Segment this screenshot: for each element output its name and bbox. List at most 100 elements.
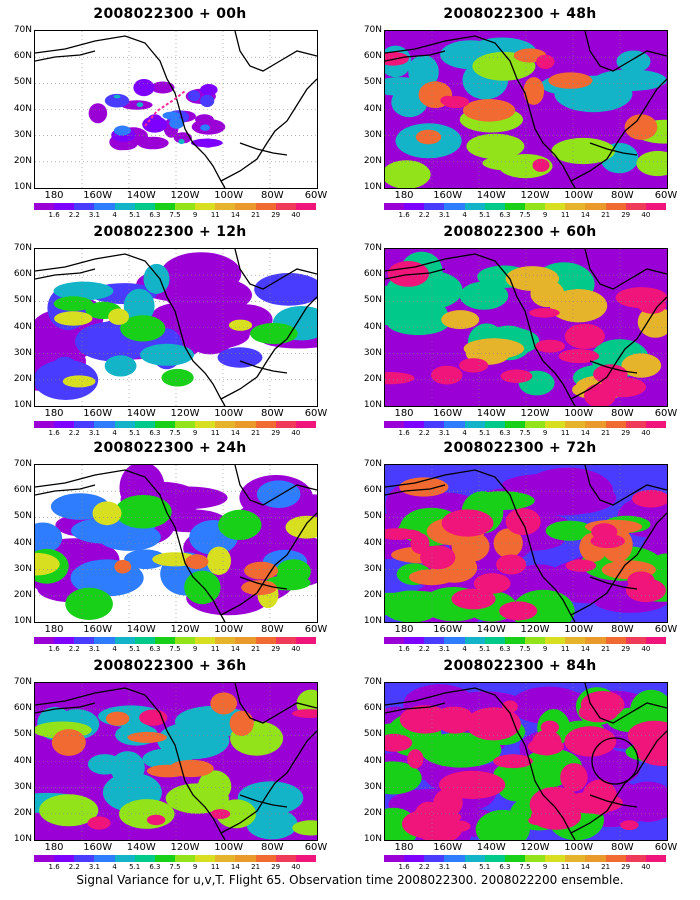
colorbar-swatch — [424, 855, 445, 862]
latitude-label: 60N — [363, 485, 382, 496]
latitude-label: 30N — [363, 781, 382, 792]
colorbar-swatch — [545, 421, 566, 428]
colorbar-label: 4 — [112, 645, 117, 653]
colorbar-swatch — [585, 203, 606, 210]
variance-contour — [391, 87, 428, 118]
latitude-label: 10N — [13, 834, 32, 844]
variance-contour — [120, 315, 166, 342]
colorbar-swatch — [255, 855, 276, 862]
longitude-label: 160W — [433, 408, 463, 419]
longitude-label: 160W — [433, 190, 463, 201]
colorbar-swatch — [585, 855, 606, 862]
variance-contour — [62, 375, 96, 388]
latitude-label: 10N — [13, 400, 32, 410]
variance-contour — [482, 155, 538, 171]
colorbar-label: 2.2 — [68, 211, 80, 219]
map-plot — [384, 682, 668, 841]
colorbar-label: 2.2 — [68, 645, 80, 653]
variance-contour — [136, 102, 144, 108]
variance-contour — [35, 753, 83, 796]
colorbar-swatch — [585, 421, 606, 428]
variance-field — [385, 465, 667, 622]
colorbar-swatch — [565, 637, 586, 644]
variance-field — [35, 683, 317, 840]
panel-title: 2008022300 + 12h — [93, 224, 247, 240]
variance-contour — [441, 509, 494, 537]
colorbar-label: 29 — [271, 211, 281, 219]
colorbar-swatch — [195, 203, 216, 210]
colorbar-label: 29 — [621, 211, 631, 219]
variance-contour — [292, 820, 317, 836]
variance-contour — [466, 133, 525, 159]
variance-contour — [459, 358, 489, 373]
longitude-label: 80W — [260, 190, 284, 201]
colorbar-swatch — [384, 421, 405, 428]
variance-contour — [505, 266, 559, 291]
colorbar-swatch — [565, 203, 586, 210]
colorbar-label: 40 — [291, 645, 301, 653]
coastline — [385, 31, 667, 188]
colorbar-swatch — [384, 855, 405, 862]
colorbar-swatch — [275, 421, 296, 428]
colorbar-label: 29 — [621, 429, 631, 437]
longitude-label: 140W — [126, 408, 156, 419]
colorbar-swatch — [34, 421, 55, 428]
colorbar-swatch — [195, 421, 216, 428]
latitude-label: 70N — [13, 243, 32, 253]
colorbar-label: 9 — [542, 211, 548, 219]
colorbar-label: 2.2 — [68, 429, 80, 437]
longitude-label: 180 — [44, 408, 64, 419]
latitude-label: 30N — [13, 347, 32, 358]
variance-contour — [638, 297, 667, 314]
longitude-label: 100W — [564, 624, 594, 635]
longitude-label: 120W — [520, 842, 550, 853]
colorbar-label: 1.6 — [398, 211, 410, 219]
variance-contour — [441, 310, 480, 330]
colorbar-swatch — [114, 855, 135, 862]
variance-contour — [190, 138, 223, 148]
panel-title: 2008022300 + 72h — [443, 440, 597, 456]
latitude-label: 70N — [13, 677, 32, 687]
colorbar-swatch — [625, 637, 646, 644]
variance-contour — [229, 710, 254, 736]
colorbar-swatch — [504, 637, 525, 644]
longitude-label: 80W — [610, 842, 634, 853]
colorbar-swatch — [524, 855, 546, 862]
longitude-label: 140W — [476, 842, 506, 853]
colorbar-label: 14 — [230, 211, 240, 219]
colorbar-label: 29 — [271, 429, 281, 437]
colorbar-swatch — [215, 203, 236, 210]
latitude-label: 60N — [13, 51, 32, 62]
longitude-label: 100W — [214, 624, 244, 635]
longitude-label: 100W — [214, 408, 244, 419]
map-panel: 2008022300 + 72h 70N 60N 50N 40N 30N 20N 10N 180… — [350, 434, 690, 653]
latitude-label: 60N — [13, 269, 32, 280]
longitude-label: 180 — [394, 190, 414, 201]
colorbar-swatch — [134, 421, 155, 428]
variance-contour — [123, 288, 155, 324]
variance-contour — [463, 338, 525, 359]
latitude-label: 40N — [13, 537, 32, 548]
colorbar — [384, 421, 666, 428]
colorbar-label: 5.1 — [479, 429, 491, 437]
map-plot — [34, 30, 318, 189]
colorbar-swatch — [524, 203, 546, 210]
latitude-label: 10N — [13, 182, 32, 192]
variance-contour — [254, 273, 317, 306]
colorbar-swatch — [174, 855, 196, 862]
variance-contour — [473, 573, 511, 594]
longitude-label: 80W — [260, 408, 284, 419]
variance-contour — [200, 84, 218, 96]
variance-contour — [150, 81, 175, 94]
colorbar-label: 4 — [462, 863, 467, 871]
panel-title: 2008022300 + 60h — [443, 224, 597, 240]
latitude-label: 20N — [13, 807, 32, 818]
variance-contour — [459, 281, 509, 310]
longitude-label: 120W — [170, 190, 200, 201]
longitude-label: 180 — [394, 408, 414, 419]
colorbar-swatch — [444, 203, 465, 210]
variance-contour — [385, 285, 412, 326]
longitude-label: 100W — [564, 408, 594, 419]
colorbar-swatch — [74, 421, 95, 428]
colorbar-swatch — [195, 637, 216, 644]
